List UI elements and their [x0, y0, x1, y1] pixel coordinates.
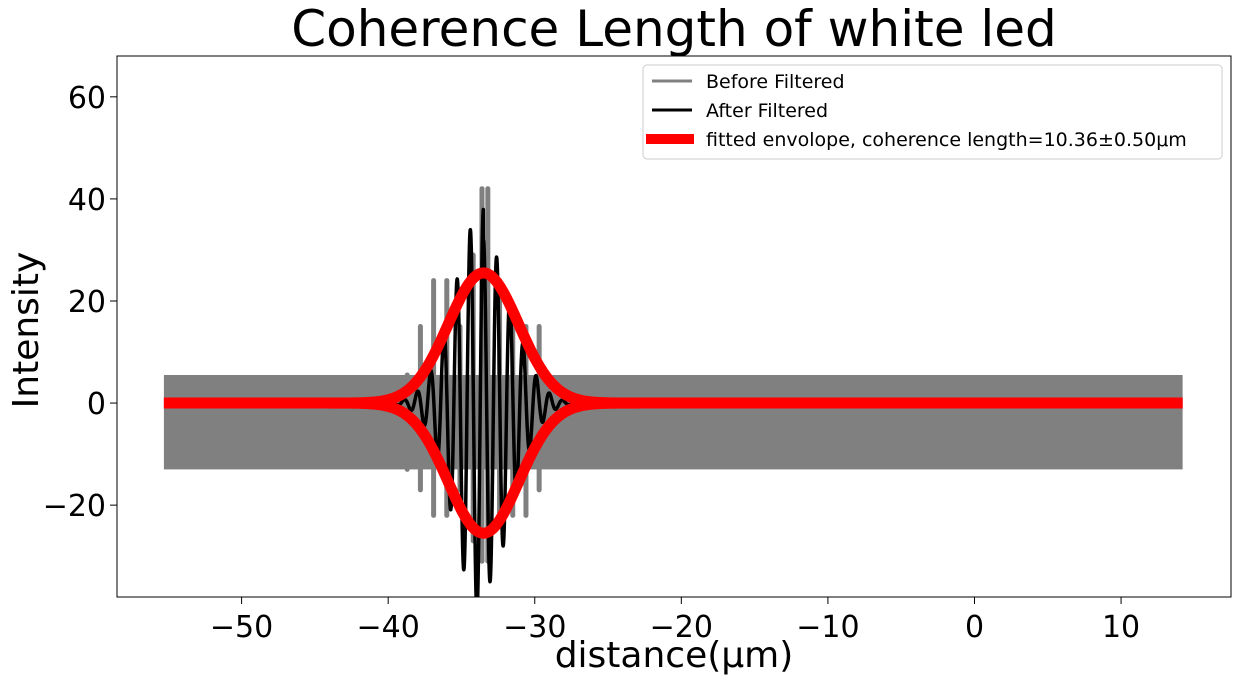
- y-axis: −20 0 20 40 60: [43, 81, 117, 524]
- legend-label-fitted-envelope: fitted envolope, coherence length=10.36±…: [706, 129, 1187, 151]
- x-tick-label: 10: [1102, 610, 1140, 645]
- y-tick-label: 20: [68, 285, 106, 320]
- x-tick-label: −10: [796, 610, 859, 645]
- x-axis-label: distance(μm): [555, 635, 794, 676]
- x-tick-label: 0: [965, 610, 984, 645]
- plot-area: [160, 186, 1187, 597]
- x-tick-label: −50: [210, 610, 273, 645]
- x-axis: −50 −40 −30 −20 −10 0 10: [210, 597, 1140, 645]
- y-axis-label: Intensity: [6, 252, 47, 409]
- y-tick-label: −20: [43, 489, 106, 524]
- before-filtered-band: [163, 374, 1183, 470]
- y-tick-label: 0: [87, 387, 106, 422]
- y-tick-label: 60: [68, 81, 106, 116]
- series-after-filtered: [393, 207, 574, 597]
- x-tick-label: −40: [357, 610, 420, 645]
- envelope-lower-line: [160, 397, 1187, 539]
- plot-frame: [116, 55, 1232, 598]
- legend-label-before-filtered: Before Filtered: [706, 71, 845, 93]
- x-tick-label: −30: [503, 610, 566, 645]
- chart-title: Coherence Length of white led: [291, 0, 1057, 58]
- y-tick-label: 40: [68, 183, 106, 218]
- legend-label-after-filtered: After Filtered: [706, 100, 828, 122]
- legend: Before Filtered After Filtered fitted en…: [642, 64, 1223, 160]
- legend-box: [642, 64, 1223, 160]
- x-tick-label: −20: [650, 610, 713, 645]
- series-fitted-envelope: [160, 267, 1187, 539]
- after-filtered-line: [393, 207, 574, 597]
- series-before-filtered: [163, 186, 1183, 564]
